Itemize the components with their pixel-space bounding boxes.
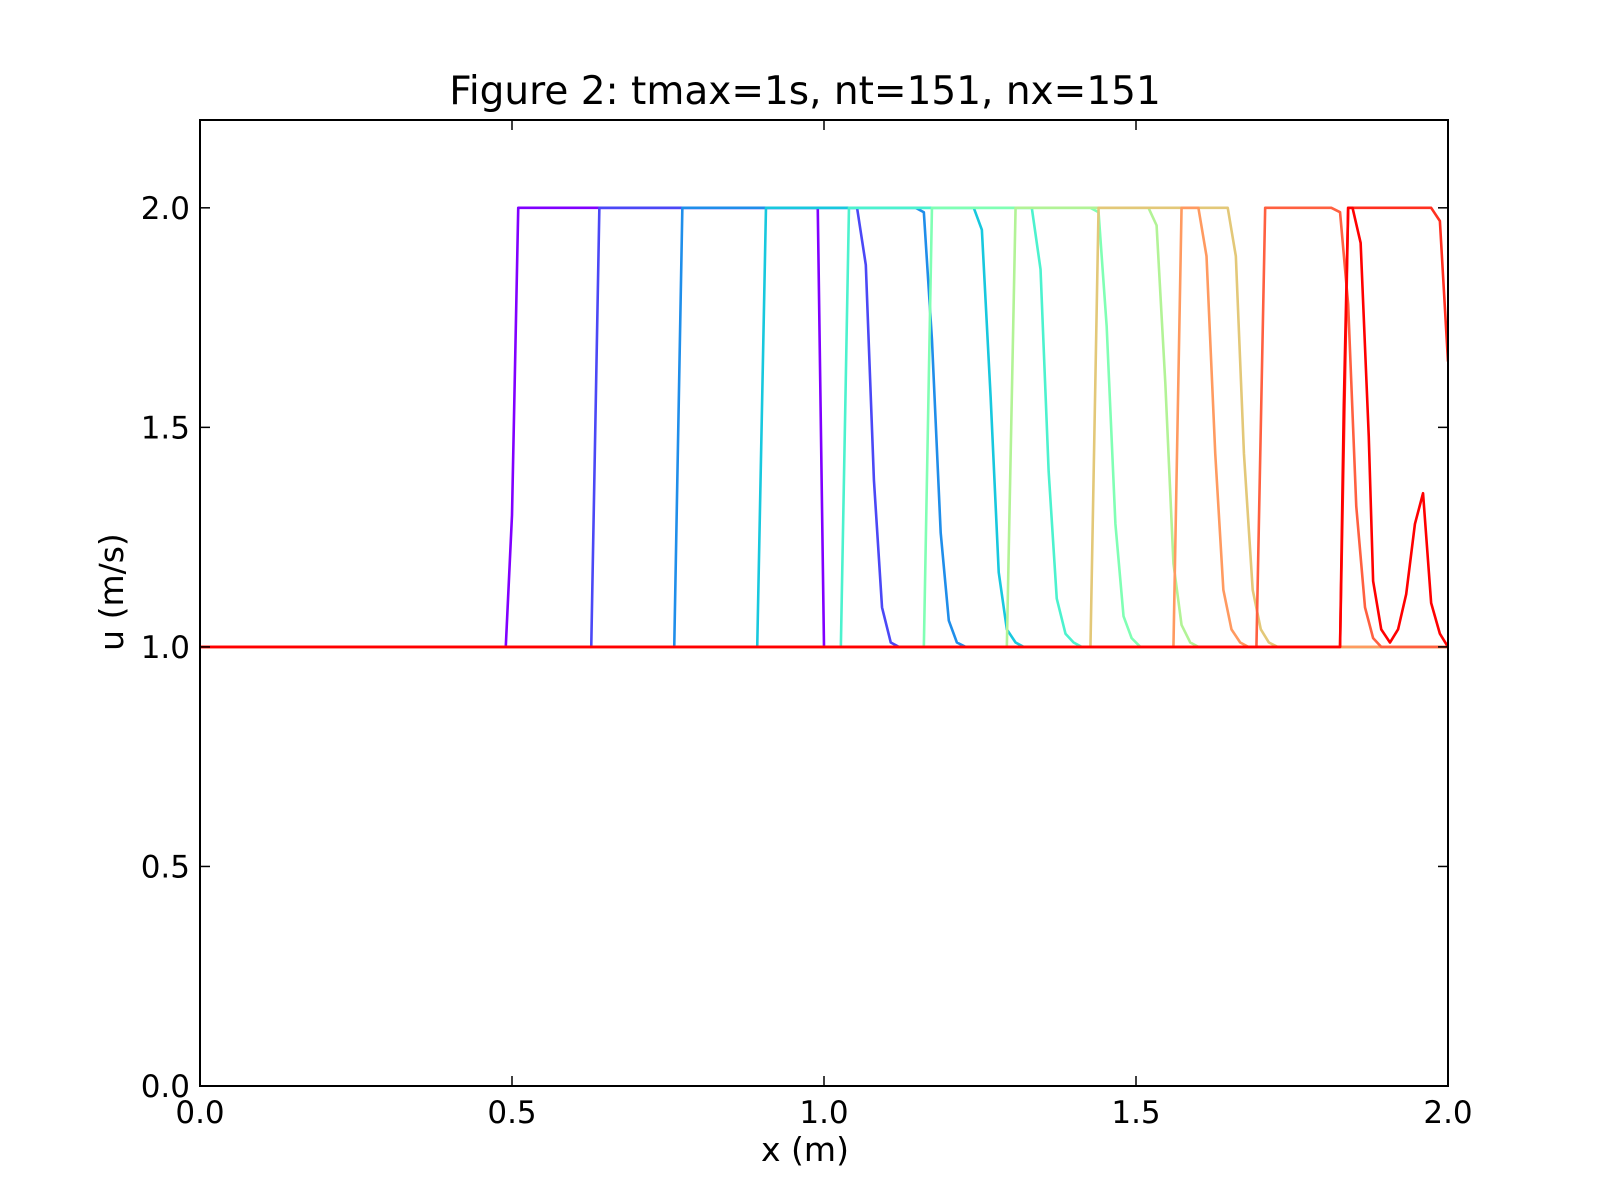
chart-title: Figure 2: tmax=1s, nt=151, nx=151 xyxy=(449,69,1161,114)
y-tick-label: 1.0 xyxy=(141,630,190,666)
series-line-5 xyxy=(200,206,1448,649)
series-line-4 xyxy=(200,206,1448,649)
series-line-7 xyxy=(200,206,1448,649)
y-tick-label: 0.5 xyxy=(141,849,190,885)
x-tick-label: 1.5 xyxy=(1111,1095,1160,1131)
y-tick-label: 1.5 xyxy=(141,410,190,446)
y-tick-label: 2.0 xyxy=(141,191,190,227)
x-tick-label: 1.0 xyxy=(799,1095,848,1131)
y-axis-label: u (m/s) xyxy=(92,533,131,651)
plot-area xyxy=(200,206,1448,649)
series-line-2 xyxy=(200,206,1448,649)
series-line-8 xyxy=(200,206,1448,649)
x-tick-label: 0.0 xyxy=(175,1095,224,1131)
x-tick-label: 2.0 xyxy=(1423,1095,1472,1131)
x-tick-label: 0.5 xyxy=(487,1095,536,1131)
series-line-12 xyxy=(200,206,1448,649)
axes: 0.0 0.5 1.0 1.5 2.0 0.0 0.5 1.0 1.5 2.0 xyxy=(141,119,1473,1131)
series-line-9 xyxy=(200,206,1448,649)
series-group xyxy=(200,206,1448,649)
x-axis-label: x (m) xyxy=(761,1130,849,1169)
series-line-10 xyxy=(200,206,1448,649)
y-tick-label: 0.0 xyxy=(141,1069,190,1105)
series-line-3 xyxy=(200,206,1448,649)
series-line-6 xyxy=(200,206,1448,649)
